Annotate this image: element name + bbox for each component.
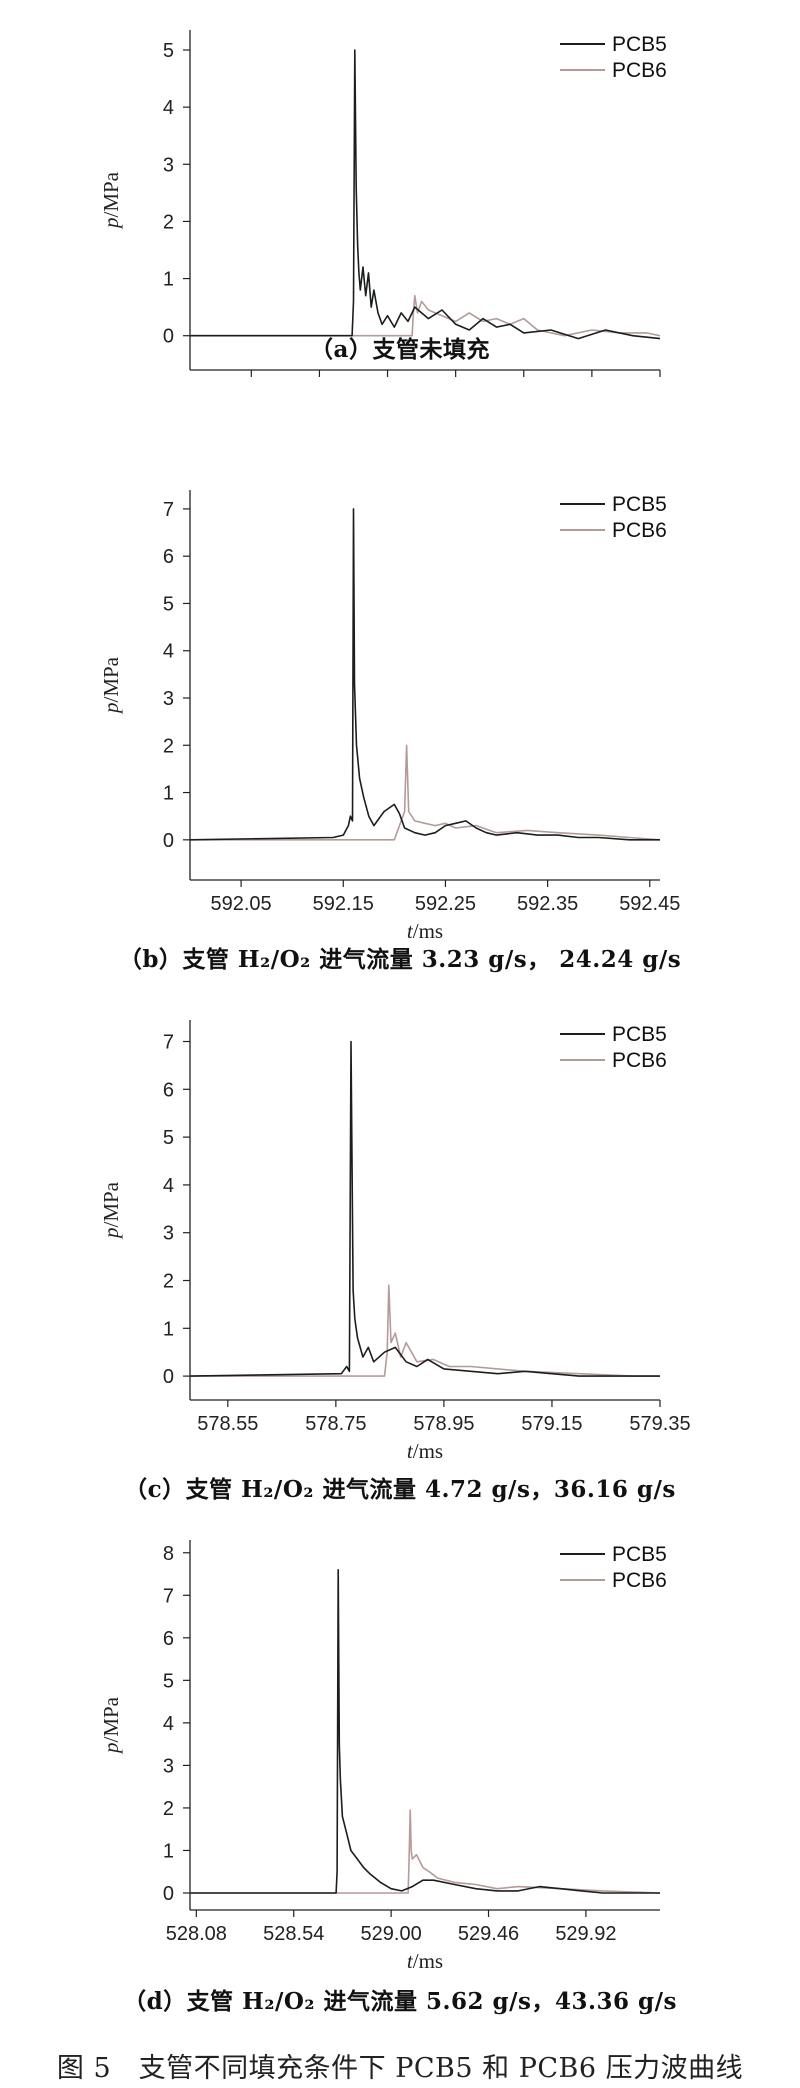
y-tick-label-d-8: 8: [163, 1543, 174, 1565]
y-tick-label-d-1: 1: [163, 1840, 174, 1862]
figure-caption: 图 5 支管不同填充条件下 PCB5 和 PCB6 压力波曲线: [56, 2053, 744, 2084]
series-line-pcb5-b: [189, 508, 660, 841]
legend-label-pcb6-c: PCB6: [612, 1049, 667, 1072]
x-tick-label-d-4: 529.92: [555, 1923, 616, 1945]
y-tick-label-b-6: 6: [163, 546, 174, 568]
y-tick-label-c-4: 4: [163, 1175, 174, 1197]
series-line-pcb6-c: [190, 1284, 660, 1377]
y-tick-label-a-0: 0: [163, 326, 174, 348]
x-tick-label-d-3: 529.46: [458, 1923, 519, 1945]
x-tick-label-c-2: 578.95: [413, 1413, 474, 1435]
panel-caption-b: （b）支管 H₂/O₂ 进气流量 3.23 g/s， 24.24 g/s: [118, 946, 682, 973]
chart-d: 0 1 2 3 4 5 6 7 8 528.08 528.54 529.00 529.46 529.92 t…: [99, 1540, 667, 1973]
legend-label-pcb5-a: PCB5: [612, 33, 667, 56]
x-axis-label-b: t/ms: [407, 919, 443, 940]
y-tick-label-c-5: 5: [163, 1127, 174, 1149]
legend-label-pcb6-a: PCB6: [612, 59, 667, 82]
chart-b: 0 1 2 3 4 5 6 7 592.05 592.15 592.25 592.35 592.45 t/…: [99, 490, 680, 940]
y-tick-label-d-3: 3: [163, 1755, 174, 1777]
y-tick-label-d-0: 0: [163, 1883, 174, 1905]
y-tick-label-d-6: 6: [163, 1628, 174, 1650]
x-tick-label-c-3: 579.15: [521, 1413, 582, 1435]
panel-c: 0 1 2 3 4 5 6 7 578.55 578.75 578.95 579.15 579.35 t/…: [0, 1000, 800, 1503]
panel-caption-a: （a）支管未填充: [310, 336, 490, 363]
x-tick-label-b-2: 592.25: [415, 893, 476, 915]
panel-b: 0 1 2 3 4 5 6 7 592.05 592.15 592.25 592.35 592.45 t/…: [0, 460, 800, 973]
x-tick-label-c-4: 579.35: [629, 1413, 690, 1435]
y-tick-label-c-3: 3: [163, 1223, 174, 1245]
y-tick-label-c-0: 0: [163, 1366, 174, 1388]
series-line-pcb5-c: [189, 1040, 660, 1377]
x-tick-label-d-2: 529.00: [361, 1923, 422, 1945]
legend-label-pcb5-b: PCB5: [612, 493, 667, 516]
y-tick-label-a-5: 5: [163, 40, 174, 62]
y-tick-label-d-5: 5: [163, 1670, 174, 1692]
x-tick-label-c-1: 578.75: [305, 1413, 366, 1435]
y-axis-label-c: p/MPa: [99, 1181, 123, 1240]
series-line-pcb5-d: [190, 1568, 660, 1894]
chart-c: 0 1 2 3 4 5 6 7 578.55 578.75 578.95 579.15 579.35 t/…: [99, 1020, 691, 1463]
y-axis-label-a: p/MPa: [99, 171, 123, 230]
y-tick-label-b-2: 2: [163, 735, 174, 757]
y-tick-label-b-7: 7: [163, 499, 174, 521]
legend-label-pcb6-b: PCB6: [612, 519, 667, 542]
y-axis-label-b: p/MPa: [99, 656, 123, 715]
y-tick-label-b-5: 5: [163, 593, 174, 615]
y-tick-label-d-4: 4: [163, 1713, 174, 1735]
y-tick-label-a-2: 2: [163, 211, 174, 233]
y-tick-label-d-7: 7: [163, 1585, 174, 1607]
series-line-pcb6-b: [190, 744, 661, 841]
y-tick-label-c-1: 1: [163, 1318, 174, 1340]
y-tick-label-c-7: 7: [163, 1032, 174, 1054]
y-tick-label-b-0: 0: [163, 830, 174, 852]
y-tick-label-b-4: 4: [163, 641, 174, 663]
series-line-pcb6-a: [190, 294, 661, 337]
y-tick-label-a-4: 4: [163, 97, 174, 119]
legend-label-pcb5-d: PCB5: [612, 1543, 667, 1566]
panel-caption-d: （d）支管 H₂/O₂ 进气流量 5.62 g/s，43.36 g/s: [123, 1988, 677, 2015]
y-tick-label-c-2: 2: [163, 1271, 174, 1293]
x-tick-label-b-4: 592.45: [619, 893, 680, 915]
y-tick-label-b-1: 1: [163, 783, 174, 805]
series-line-pcb5-a: [190, 49, 661, 340]
panel-a: 012345550.0550.5551.0551.5552.0552.5553.…: [0, 0, 800, 380]
panel-caption-c: （c）支管 H₂/O₂ 进气流量 4.72 g/s，36.16 g/s: [124, 1476, 676, 1503]
x-tick-label-d-0: 528.08: [166, 1923, 227, 1945]
x-tick-label-c-0: 578.55: [197, 1413, 258, 1435]
legend-label-pcb6-d: PCB6: [612, 1569, 667, 1592]
x-tick-label-b-0: 592.05: [211, 893, 272, 915]
x-axis-label-d: t/ms: [407, 1949, 443, 1973]
y-axis-label-d: p/MPa: [99, 1696, 123, 1755]
y-tick-label-d-2: 2: [163, 1798, 174, 1820]
x-tick-label-b-3: 592.35: [517, 893, 578, 915]
y-tick-label-b-3: 3: [163, 688, 174, 710]
chart-a: 012345550.0550.5551.0551.5552.0552.5553.…: [99, 30, 667, 377]
y-tick-label-a-3: 3: [163, 154, 174, 176]
x-axis-label-c: t/ms: [407, 1439, 443, 1463]
panel-d: 0 1 2 3 4 5 6 7 8 528.08 528.54 529.00 529.46 529.92 t…: [0, 1520, 800, 2015]
y-tick-label-a-1: 1: [163, 269, 174, 291]
x-tick-label-b-1: 592.15: [313, 893, 374, 915]
y-tick-label-c-6: 6: [163, 1079, 174, 1101]
x-tick-label-d-1: 528.54: [263, 1923, 324, 1945]
legend-label-pcb5-c: PCB5: [612, 1023, 667, 1046]
